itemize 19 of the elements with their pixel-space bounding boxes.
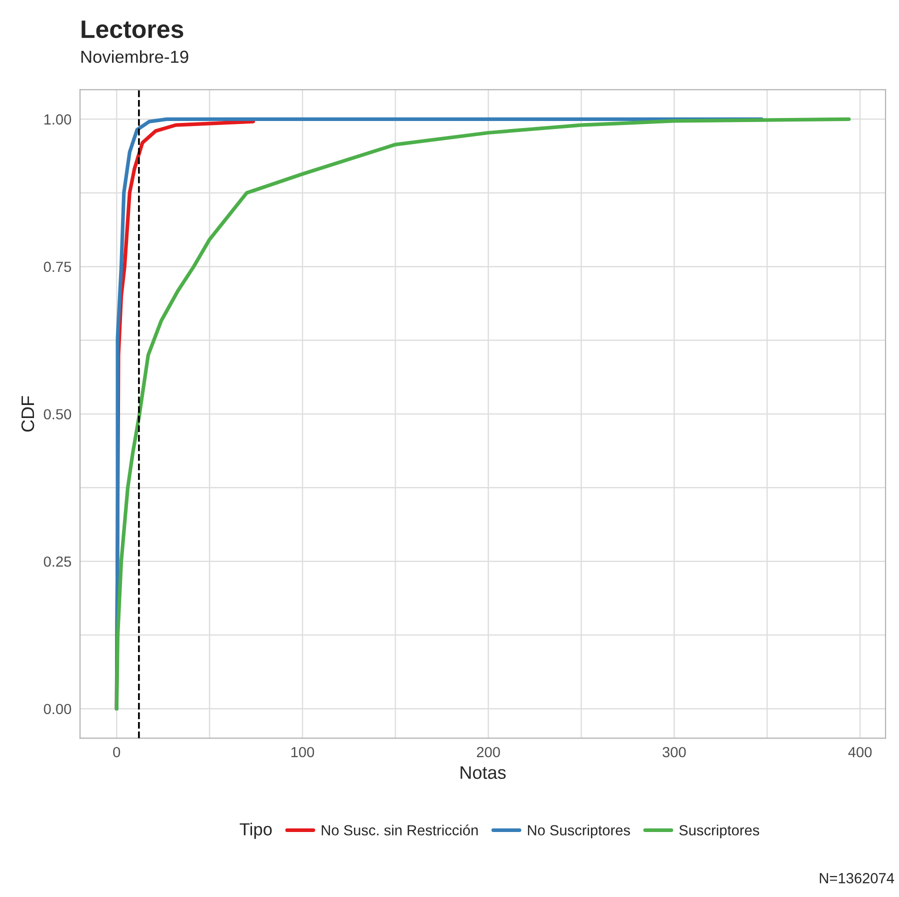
- y-tick-label: 0.25: [44, 556, 72, 567]
- legend-label: No Suscriptores: [528, 824, 630, 838]
- y-tick-label: 0.75: [44, 262, 72, 272]
- text: N=1362074: [820, 873, 894, 884]
- y-tick-label: 0.00: [44, 704, 72, 714]
- legend-title: Tipo: [240, 822, 272, 839]
- x-axis-title: Notas: [460, 766, 506, 779]
- chart-title: Lectores: [82, 20, 184, 38]
- y-tick-label: 1.00: [44, 114, 72, 125]
- y-axis-title: CDF: [21, 396, 34, 432]
- y-tick-label: 0.50: [44, 409, 72, 420]
- legend-label: Suscriptores: [679, 824, 760, 838]
- legend-label: No Susc. sin Restricción: [322, 824, 478, 836]
- x-tick-label: 300: [662, 746, 686, 758]
- x-tick-label: 200: [476, 746, 500, 758]
- chart-subtitle: Noviembre-19: [81, 50, 188, 63]
- x-tick-label: 400: [848, 746, 872, 758]
- x-tick-label: 0: [113, 746, 120, 758]
- x-tick-label: 100: [291, 746, 314, 758]
